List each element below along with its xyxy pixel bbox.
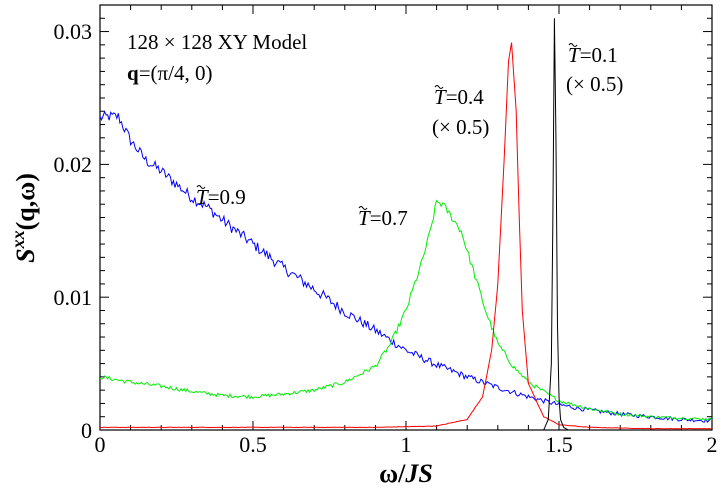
t09-value: =0.9 bbox=[208, 185, 246, 209]
t04-value: =0.4 bbox=[446, 85, 485, 109]
tilde-marks bbox=[196, 42, 578, 211]
tilde-icon bbox=[568, 42, 578, 48]
x-tick-label: 0 bbox=[95, 432, 106, 457]
series-line bbox=[100, 18, 712, 431]
t-symbol: T bbox=[358, 206, 371, 230]
tilde-icon bbox=[196, 184, 206, 190]
t-symbol: T bbox=[196, 185, 209, 209]
tilde-icon bbox=[358, 205, 368, 211]
y-axis-args: (q,ω) bbox=[11, 173, 40, 230]
x-tick-label: 0.5 bbox=[239, 432, 267, 457]
t01-scale: (× 0.5) bbox=[566, 72, 623, 96]
t09-label: T=0.9 bbox=[196, 185, 246, 209]
tick-marks bbox=[99, 4, 713, 431]
t07-value: =0.7 bbox=[370, 206, 408, 230]
x-tick-label: 1.5 bbox=[545, 432, 573, 457]
x-axis-title: ω/JS bbox=[379, 459, 433, 488]
t04-scale: (× 0.5) bbox=[432, 115, 489, 139]
t04-label: T=0.4 bbox=[434, 85, 484, 109]
y-axis-superscript: xx bbox=[8, 230, 28, 249]
t01-value: =0.1 bbox=[580, 43, 618, 67]
y-axis-s: S bbox=[11, 248, 40, 262]
y-tick-label: 0.02 bbox=[54, 152, 93, 177]
y-axis-title: Sxx(q,ω) bbox=[8, 173, 40, 263]
x-tick-label: 2 bbox=[707, 432, 718, 457]
x-axis-omega: ω/ bbox=[379, 459, 406, 488]
x-tick-label: 1 bbox=[401, 432, 412, 457]
x-axis-js: JS bbox=[404, 459, 432, 488]
q-label: q=(π/4, 0) bbox=[127, 61, 212, 85]
q-label-rest: =(π/4, 0) bbox=[139, 61, 213, 85]
t01-label: T=0.1 bbox=[568, 43, 618, 67]
series-line bbox=[99, 110, 713, 423]
q-label-bold: q bbox=[127, 61, 139, 85]
t07-label: T=0.7 bbox=[358, 206, 408, 230]
t-symbol: T bbox=[434, 85, 447, 109]
y-tick-label: 0 bbox=[81, 418, 92, 443]
series-line bbox=[99, 199, 713, 421]
model-label: 128 × 128 XY Model bbox=[127, 30, 307, 54]
series-lines bbox=[99, 18, 713, 431]
t-symbol: T bbox=[568, 43, 581, 67]
y-tick-label: 0.01 bbox=[54, 285, 93, 310]
series-line bbox=[99, 42, 713, 430]
tilde-icon bbox=[434, 84, 444, 90]
y-tick-label: 0.03 bbox=[54, 19, 93, 44]
